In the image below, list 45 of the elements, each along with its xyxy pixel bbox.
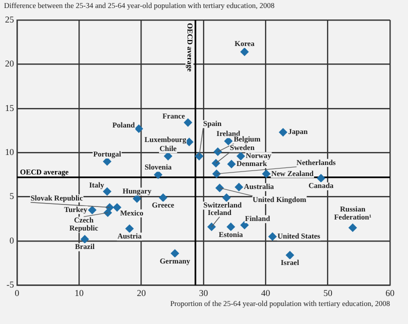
y-tick-label: 20 [5,58,14,69]
point [112,203,122,212]
y-tick-label: 10 [5,146,14,157]
x-tick-label: 40 [261,288,271,298]
point [278,128,288,136]
point [234,182,244,192]
point [240,220,249,230]
point [316,174,326,182]
x-tick-label: 20 [136,288,146,298]
point [214,148,222,156]
x-tick-label: 60 [386,288,395,298]
y-tick-label: -5 [6,280,14,290]
point [103,187,112,196]
y-tick-label: 15 [5,102,14,113]
point [184,118,192,127]
point [158,194,168,202]
point [212,159,220,168]
point [286,251,294,260]
point [134,124,143,133]
point [236,152,245,160]
point [104,208,112,217]
point [216,184,224,192]
point [226,222,235,231]
point [207,222,216,231]
point [80,235,89,244]
point [224,137,232,146]
x-tick-label: 50 [323,288,333,298]
y-tick-label: 5 [10,191,14,202]
point [227,160,236,168]
point [170,249,180,258]
point [262,170,270,178]
point [164,152,172,160]
y-tick-label: 0 [10,235,14,246]
point [125,224,134,233]
point [348,224,357,232]
point [195,152,204,160]
point [268,232,277,241]
point [240,48,249,56]
y-tick-label: 25 [5,14,14,24]
point [88,206,96,214]
point [154,170,162,179]
point [212,170,221,178]
point [222,194,231,202]
x-tick-label: 30 [199,288,208,298]
x-tick-label: 10 [74,288,84,298]
